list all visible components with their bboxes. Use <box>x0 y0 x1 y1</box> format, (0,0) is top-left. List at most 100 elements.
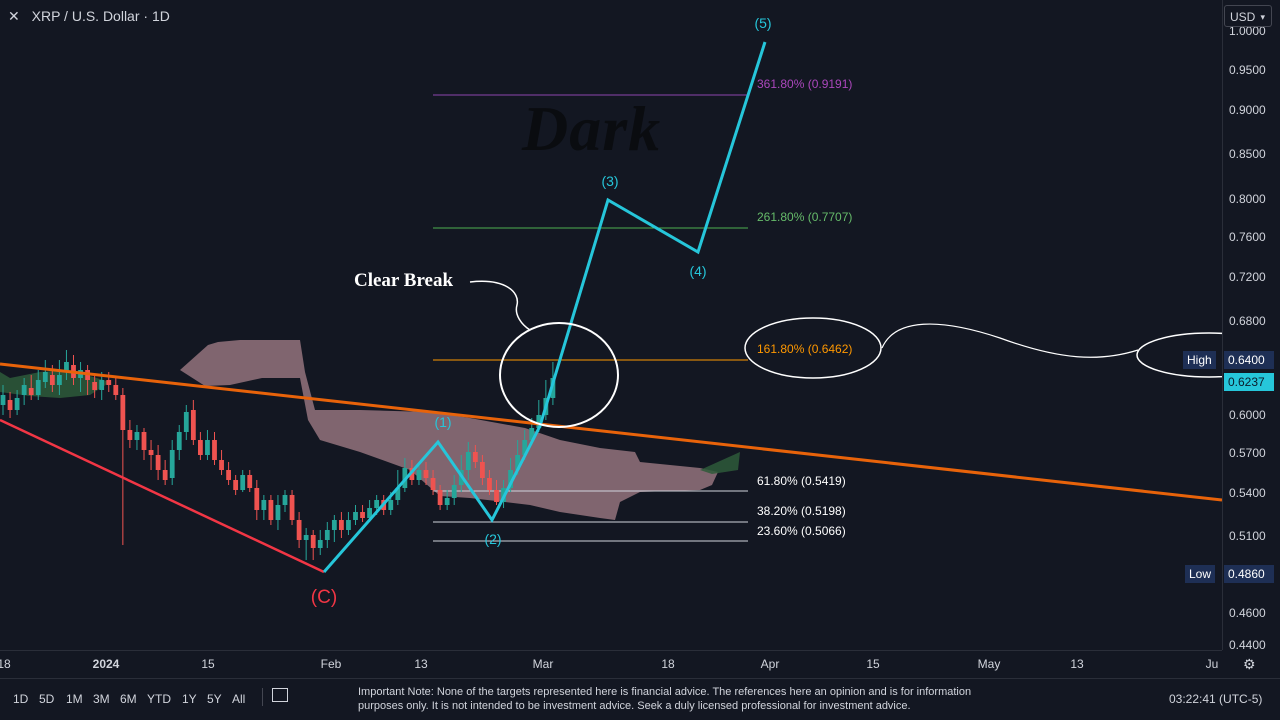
candle-body <box>106 380 112 385</box>
close-icon[interactable]: ✕ <box>8 8 20 24</box>
candle-body <box>487 478 492 490</box>
candle-body <box>374 500 380 508</box>
time-tick: 15 <box>866 657 880 671</box>
range-3m-button[interactable]: 3M <box>93 692 110 706</box>
candle-body <box>303 535 309 540</box>
range-6m-button[interactable]: 6M <box>120 692 137 706</box>
time-axis[interactable]: 18 2024 15 Feb 13 Mar 18 Apr 15 May 13 J… <box>0 650 1222 678</box>
low-label: Low <box>1185 565 1216 583</box>
dark-watermark: Dark <box>522 93 662 164</box>
candle-body <box>219 460 224 470</box>
candle-body <box>367 508 372 518</box>
candle-body <box>92 382 98 390</box>
price-tick: 0.5100 <box>1229 529 1266 543</box>
candle-body <box>205 440 210 455</box>
candle-body <box>465 452 471 470</box>
candle-body <box>395 488 401 500</box>
candle-body <box>317 540 323 548</box>
gear-icon[interactable]: ⚙ <box>1243 656 1256 672</box>
range-5y-button[interactable]: 5Y <box>207 692 222 706</box>
candle-body <box>430 478 436 490</box>
wave-2-label: (2) <box>484 531 502 547</box>
currency-selector[interactable]: USD ▾ <box>1224 5 1272 27</box>
wave-1-label: (1) <box>434 414 452 430</box>
candle-body <box>451 485 457 498</box>
candlestick-series <box>0 350 556 560</box>
time-tick: Feb <box>320 657 342 671</box>
candle-body <box>190 410 196 440</box>
candle-body <box>247 475 253 488</box>
candle-body <box>522 440 528 455</box>
wave-3-label: (3) <box>601 173 619 189</box>
high-highlight <box>1136 332 1222 378</box>
price-tick: 0.8500 <box>1229 147 1266 161</box>
price-tick: 0.8000 <box>1229 192 1266 206</box>
candle-body <box>494 490 499 502</box>
candle-body <box>444 498 450 505</box>
range-1y-button[interactable]: 1Y <box>182 692 197 706</box>
bottom-toolbar: 1D 5D 1M 3M 6M YTD 1Y 5Y All Important N… <box>0 678 1280 720</box>
candle-body <box>346 520 351 530</box>
price-chart[interactable] <box>0 0 1222 650</box>
candle-body <box>480 462 485 478</box>
time-tick: Apr <box>760 657 780 671</box>
wave-c-label: (C) <box>310 587 338 608</box>
candle-body <box>155 455 161 470</box>
candle-body <box>353 512 358 520</box>
fib-label-2618: 261.80% (0.7707) <box>757 210 853 224</box>
time-tick: 15 <box>201 657 215 671</box>
candle-body <box>261 500 267 510</box>
fib-label-3618: 361.80% (0.9191) <box>757 77 853 91</box>
time-tick: May <box>977 657 1001 671</box>
candle-body <box>515 455 521 470</box>
candle-body <box>339 520 344 530</box>
toolbar-divider <box>262 688 263 706</box>
candle-body <box>64 362 69 372</box>
wave-4-label: (4) <box>689 263 707 279</box>
candle-body <box>162 470 168 480</box>
candle-body <box>536 415 542 428</box>
range-all-button[interactable]: All <box>232 692 246 706</box>
candle-body <box>240 475 246 490</box>
candle-body <box>296 520 302 540</box>
range-ytd-button[interactable]: YTD <box>147 692 171 706</box>
elliott-wave-path <box>322 41 767 573</box>
wave-5-label: (5) <box>754 15 772 31</box>
candle-body <box>289 495 295 520</box>
range-5d-button[interactable]: 5D <box>39 692 55 706</box>
range-1d-button[interactable]: 1D <box>13 692 29 706</box>
wedge-support-line <box>0 418 325 574</box>
candle-body <box>423 470 429 478</box>
candle-body <box>416 470 422 480</box>
candle-body <box>508 470 513 488</box>
calendar-icon[interactable] <box>272 688 288 702</box>
symbol-title[interactable]: XRP / U.S. Dollar · 1D <box>31 8 170 24</box>
candle-body <box>141 432 147 450</box>
candle-body <box>233 480 239 490</box>
price-tick: 1.0000 <box>1229 24 1266 38</box>
candle-body <box>212 440 217 460</box>
candle-body <box>275 505 281 520</box>
candle-body <box>148 450 154 455</box>
candle-body <box>99 380 105 390</box>
price-tick: 0.7600 <box>1229 230 1266 244</box>
candle-body <box>28 388 34 395</box>
ichimoku-cloud-green-right <box>700 452 740 474</box>
clear-break-circle <box>499 322 619 428</box>
candle-body <box>42 372 48 382</box>
fib-label-382: 38.20% (0.5198) <box>757 504 846 518</box>
candle-body <box>49 375 55 385</box>
time-tick: 13 <box>414 657 428 671</box>
fib-label-618: 61.80% (0.5419) <box>757 474 846 488</box>
time-tick: 2024 <box>92 657 120 671</box>
price-tick: 0.9500 <box>1229 63 1266 77</box>
candle-body <box>254 488 260 510</box>
candle-body <box>529 428 535 440</box>
candle-body <box>57 375 62 385</box>
clock[interactable]: 03:22:41 (UTC-5) <box>1169 692 1263 706</box>
range-1m-button[interactable]: 1M <box>66 692 83 706</box>
candle-body <box>183 412 189 432</box>
currency-label: USD <box>1230 10 1256 24</box>
price-axis[interactable]: 1.0000 0.9500 0.9000 0.8500 0.8000 0.760… <box>1222 0 1280 652</box>
time-tick: Ju <box>1205 657 1219 671</box>
